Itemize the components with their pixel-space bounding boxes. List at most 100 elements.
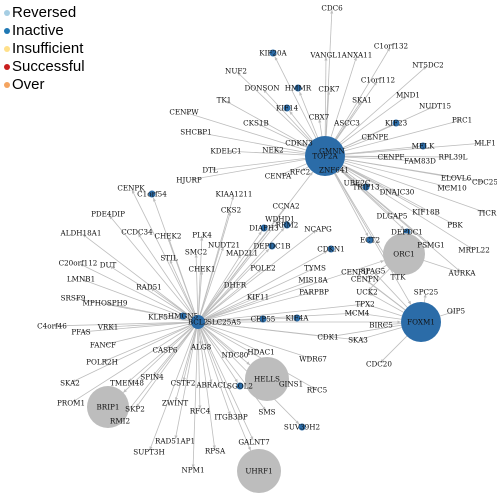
legend-dot-icon — [4, 10, 10, 16]
gene-label: MELK — [412, 142, 435, 151]
gene-label: BIRC5 — [369, 321, 393, 330]
gene-label: KIAA1211 — [216, 190, 253, 199]
gene-label: GMNN — [319, 147, 345, 156]
edge — [71, 321, 199, 383]
gene-label: KLF5 — [148, 313, 168, 322]
gene-label: ITGB3BP — [214, 413, 248, 422]
gene-label: RAD51 — [136, 283, 162, 292]
gene-label: HDAC1 — [247, 348, 274, 357]
gene-label: CDK1 — [317, 333, 338, 342]
gene-label: CKS2 — [221, 206, 241, 215]
legend-item-inactive: Inactive — [4, 22, 85, 40]
gene-label: VANGL1 — [309, 51, 341, 60]
gene-label: LMNB1 — [67, 275, 95, 284]
gene-label: ASCC3 — [333, 119, 360, 128]
gene-label: KIF23 — [385, 119, 408, 128]
gene-label: NEK2 — [262, 146, 283, 155]
edge — [197, 321, 239, 383]
gene-label: SPIN4 — [140, 373, 164, 382]
edge — [197, 321, 231, 416]
gene-label: GINS1 — [279, 380, 303, 389]
gene-label: C1orf132 — [374, 42, 408, 51]
gene-label: NUDT15 — [419, 102, 451, 111]
gene-label: SKP2 — [125, 405, 145, 414]
gene-label: CENPU — [341, 268, 369, 277]
gene-label: ZNF641 — [319, 166, 349, 175]
edge — [104, 321, 199, 346]
gene-label: SUPT3H — [133, 448, 164, 457]
legend-label: Reversed — [12, 4, 77, 21]
gene-label: KIF18B — [412, 208, 440, 217]
gene-label: SLC25A5 — [207, 318, 242, 327]
edge — [150, 287, 199, 323]
gene-label: NCAPG — [304, 225, 332, 234]
edge — [197, 171, 314, 323]
legend-dot-icon — [4, 46, 10, 52]
gene-label: CDK7 — [318, 85, 340, 94]
legend-dot-icon — [4, 82, 10, 88]
edge — [324, 155, 454, 225]
gene-label: NT5DC2 — [412, 61, 444, 70]
gene-label: DUT — [100, 261, 117, 270]
hub-label: UHRF1 — [245, 467, 272, 476]
gene-label: SGOL2 — [227, 382, 253, 391]
edge — [197, 321, 213, 384]
gene-label: MLF1 — [474, 139, 496, 148]
gene-node-rrm2 — [283, 221, 291, 229]
edge — [197, 321, 357, 341]
edge — [197, 268, 262, 323]
edge — [324, 66, 427, 157]
gene-label: CENPF — [378, 153, 405, 162]
edge — [197, 321, 251, 366]
edge — [197, 321, 202, 410]
gene-label: TPX2 — [355, 300, 374, 309]
hub-node-hells — [245, 357, 289, 401]
gene-label: DLGAP5 — [377, 212, 408, 221]
edge — [194, 253, 199, 323]
legend-label: Successful — [12, 58, 85, 75]
gene-label: WDR67 — [299, 355, 327, 364]
edge — [197, 236, 204, 323]
gene-label: CDC25 — [472, 178, 497, 187]
gene-label: NUDT21 — [208, 241, 240, 250]
hub-label: BCL2 — [188, 318, 208, 327]
gene-label: DONSON — [244, 84, 279, 93]
gene-label: C4orf46 — [37, 322, 67, 331]
edge — [109, 321, 199, 329]
gene-label: POLE2 — [250, 264, 275, 273]
gene-label: CBX7 — [309, 113, 330, 122]
edge — [72, 321, 199, 403]
gene-label: DIAPH3 — [249, 224, 279, 233]
gene-label: PBK — [447, 221, 463, 230]
edge — [197, 321, 254, 441]
gene-label: FANCF — [90, 341, 116, 350]
gene-label: CENPA — [265, 172, 292, 181]
gene-label: AURKA — [448, 269, 477, 278]
edge — [197, 280, 312, 323]
gene-label: MCM4 — [345, 309, 370, 318]
gene-label: ABRACL — [195, 381, 228, 390]
edge — [197, 311, 356, 323]
edge — [197, 250, 328, 323]
edge — [197, 231, 263, 323]
gene-label: RFC2 — [290, 168, 310, 177]
edge — [197, 254, 242, 323]
gene-label: ANXA11 — [341, 51, 373, 60]
gene-label: PRC1 — [452, 116, 472, 125]
gene-label: TRIP13 — [352, 183, 379, 192]
gene-label: ALDH18A1 — [60, 229, 102, 238]
edge — [197, 321, 260, 352]
edge — [197, 260, 385, 323]
gene-label: CENPW — [169, 108, 199, 117]
hub-label: HELLS — [254, 375, 280, 384]
gene-label: ZWINT — [162, 399, 189, 408]
edge — [197, 246, 224, 323]
hub-label: BRIP1 — [97, 403, 120, 412]
gene-label: CSTF2 — [171, 379, 196, 388]
gene-label: TK1 — [217, 96, 232, 105]
edge — [197, 297, 257, 323]
edge — [82, 321, 199, 334]
edge — [197, 321, 312, 359]
gene-label: SKA1 — [352, 96, 372, 105]
